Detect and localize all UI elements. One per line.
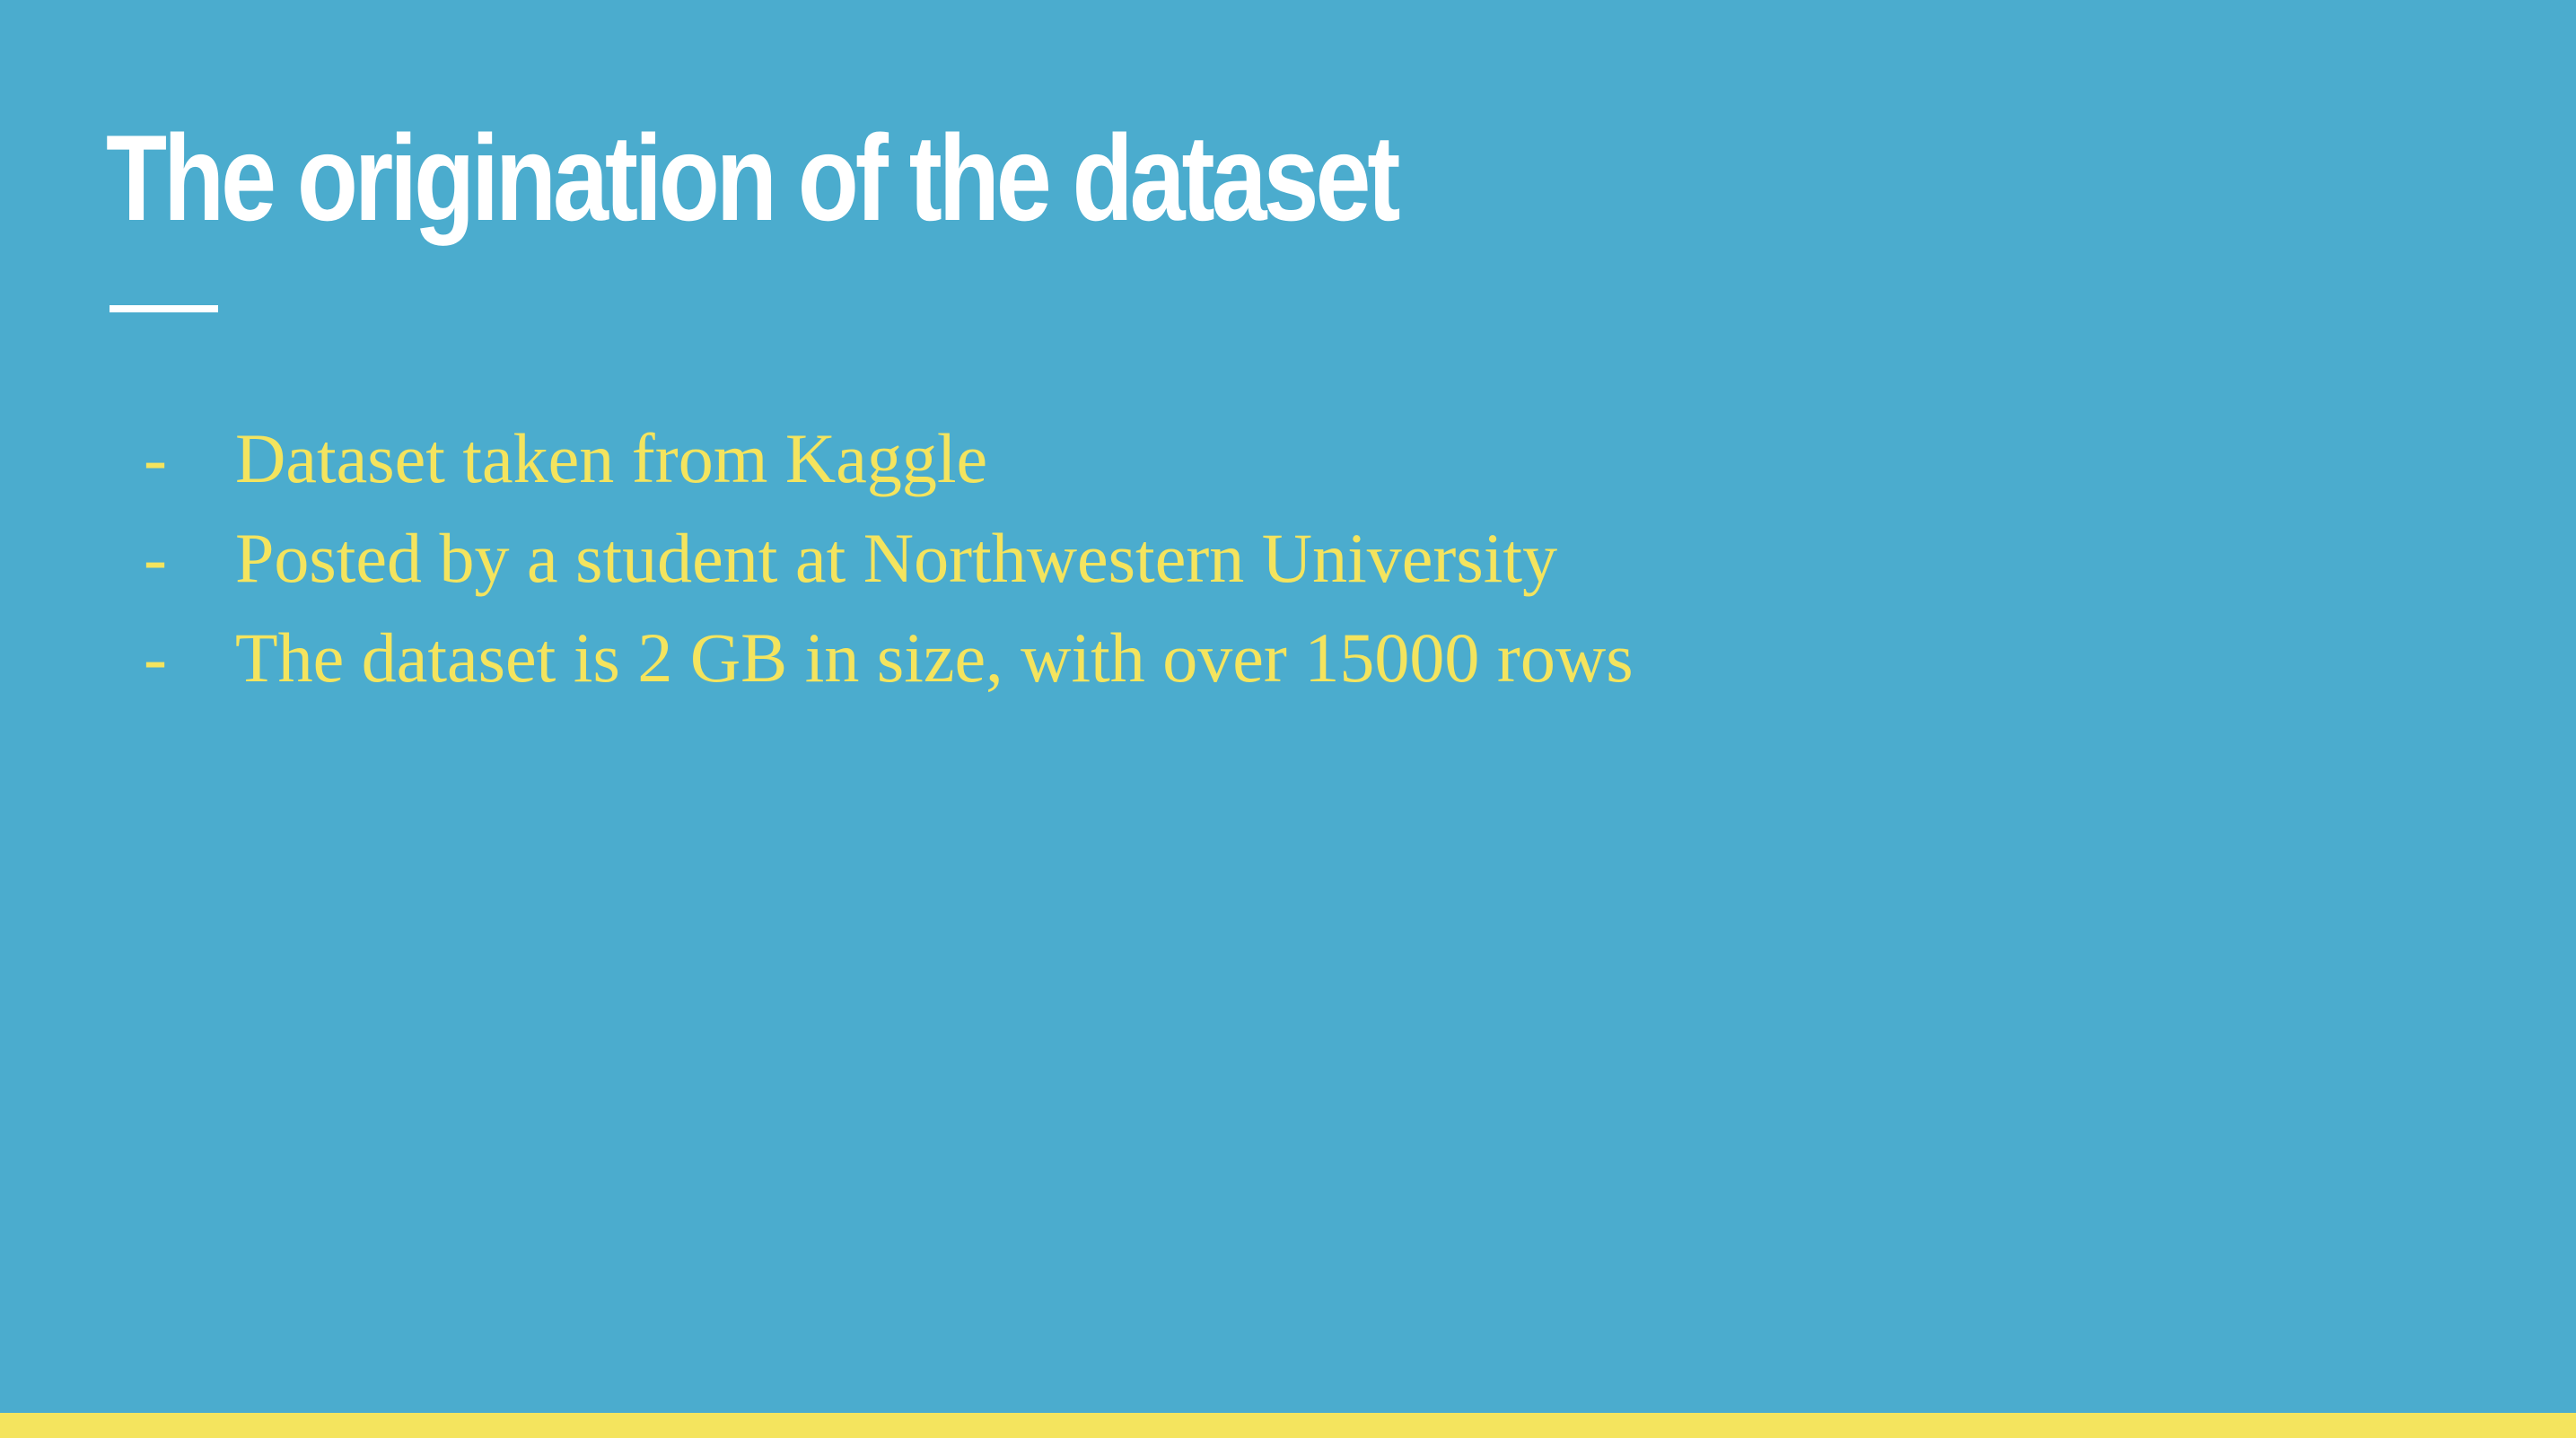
bullet-list: - Dataset taken from Kaggle - Posted by …	[144, 408, 1634, 707]
bullet-text: Dataset taken from Kaggle	[235, 419, 988, 497]
bullet-marker: -	[144, 618, 167, 697]
bullet-marker: -	[144, 519, 167, 597]
bullet-item: - Posted by a student at Northwestern Un…	[144, 508, 1634, 608]
bullet-item: - Dataset taken from Kaggle	[144, 408, 1634, 508]
bullet-text: The dataset is 2 GB in size, with over 1…	[235, 618, 1634, 697]
title-underline	[110, 305, 218, 312]
bullet-text: Posted by a student at Northwestern Univ…	[235, 519, 1558, 597]
bullet-marker: -	[144, 419, 167, 497]
bottom-accent-bar	[0, 1413, 2576, 1438]
slide-title: The origination of the dataset	[106, 110, 1400, 246]
bullet-item: - The dataset is 2 GB in size, with over…	[144, 608, 1634, 707]
